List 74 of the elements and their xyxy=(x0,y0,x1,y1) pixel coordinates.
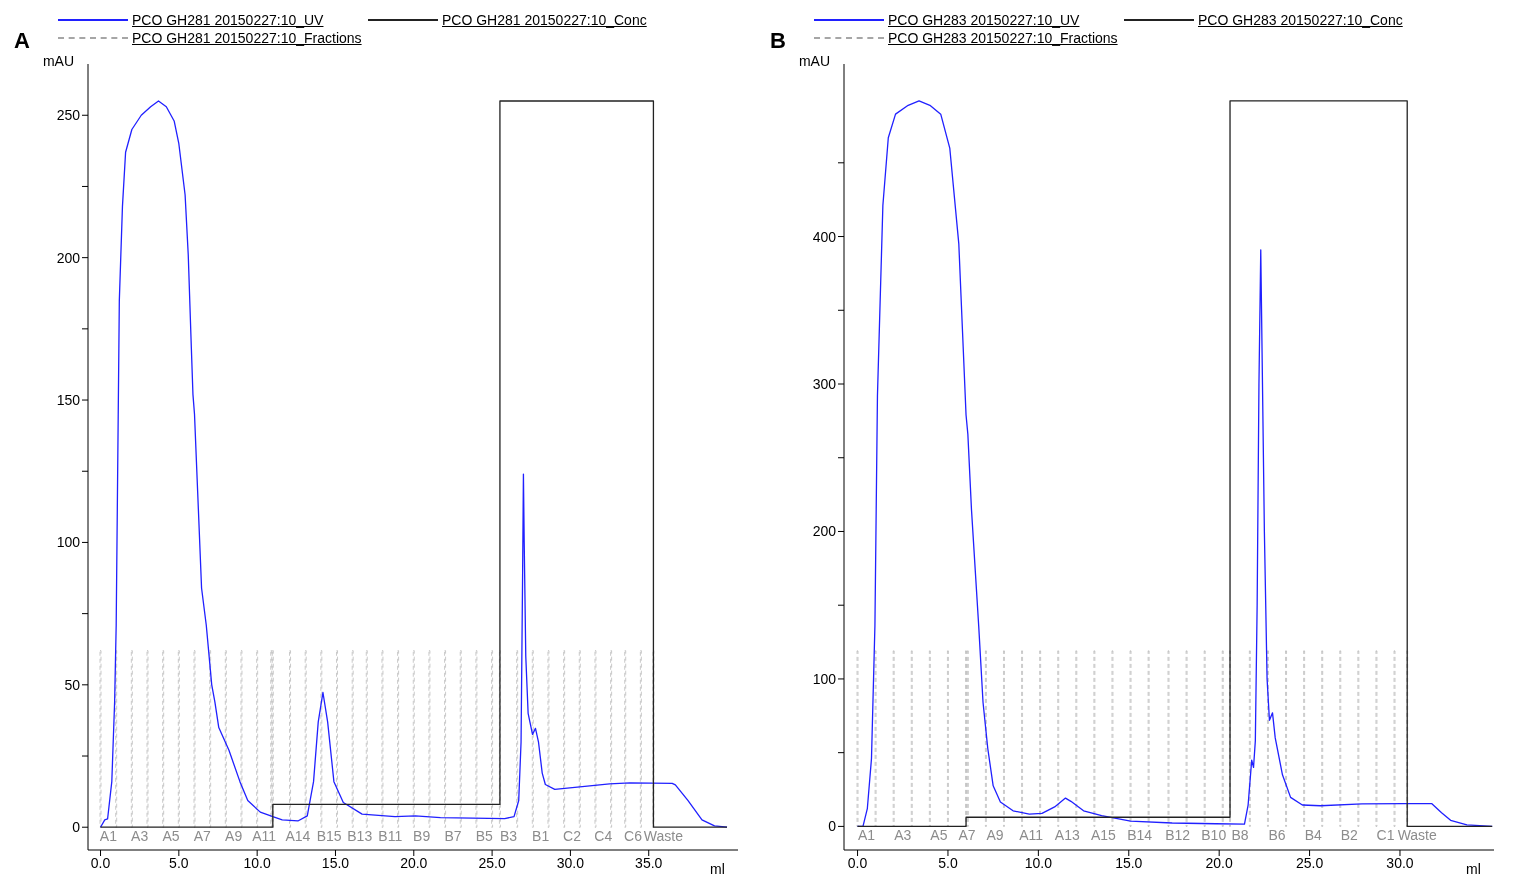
x-tick-label: 5.0 xyxy=(169,854,189,871)
x-tick-label: 10.0 xyxy=(1024,854,1053,871)
data-label: B9 xyxy=(413,828,431,845)
x-tick-label: 20.0 xyxy=(1205,854,1234,871)
data-label: B3 xyxy=(499,828,518,845)
x-tick-label: 0.0 xyxy=(847,854,868,871)
data-label: C1 xyxy=(1376,827,1395,844)
data-label: A1 xyxy=(858,827,876,844)
x-tick-label: 15.0 xyxy=(1115,854,1143,871)
data-label: A15 xyxy=(1091,827,1117,844)
x-axis-title: ml xyxy=(710,861,725,877)
data-label: B6 xyxy=(1268,827,1286,844)
legend-label: PCO GH281 20150227:10_Fractions xyxy=(132,30,362,46)
x-tick-label: 0.0 xyxy=(90,854,111,871)
x-tick-label: 30.0 xyxy=(556,854,585,871)
data-label: A11 xyxy=(1019,827,1044,844)
data-label: A13 xyxy=(1054,827,1080,844)
data-label: B1 xyxy=(532,828,550,845)
y-tick-label: 150 xyxy=(56,392,81,409)
x-tick-label: 25.0 xyxy=(1295,854,1324,871)
data-label: A1 xyxy=(99,828,118,845)
y-tick-label: 50 xyxy=(64,676,81,693)
data-label: A3 xyxy=(894,827,912,844)
legend-label: PCO GH281 20150227:10_Conc xyxy=(442,12,647,28)
y-tick-label: 200 xyxy=(812,523,837,540)
x-tick-label: 25.0 xyxy=(478,854,506,871)
data-label: A5 xyxy=(162,828,180,845)
x-tick-label: 5.0 xyxy=(938,854,958,871)
data-label: B13 xyxy=(347,828,373,845)
data-label: C4 xyxy=(594,828,613,845)
data-label: B5 xyxy=(475,828,494,845)
data-label: B8 xyxy=(1231,827,1249,844)
data-label: A3 xyxy=(131,828,149,845)
data-label: B12 xyxy=(1165,827,1191,844)
x-tick-label: 20.0 xyxy=(400,854,428,871)
data-label: B10 xyxy=(1201,827,1227,844)
data-label: B4 xyxy=(1304,827,1322,844)
data-label: B11 xyxy=(378,828,403,845)
data-label: A11 xyxy=(252,828,277,845)
data-label: A7 xyxy=(958,827,976,844)
y-axis-title: mAU xyxy=(42,53,74,69)
data-label: A14 xyxy=(285,828,311,845)
legend-label: PCO GH283 20150227:10_UV xyxy=(888,12,1080,28)
x-tick-label: 10.0 xyxy=(243,854,271,871)
data-label: C6 xyxy=(624,828,643,845)
data-label: B15 xyxy=(316,828,342,845)
y-tick-label: 400 xyxy=(812,228,837,245)
data-label: A7 xyxy=(193,828,212,845)
y-tick-label: 0 xyxy=(72,819,81,836)
y-tick-label: 300 xyxy=(812,375,837,392)
data-label: C2 xyxy=(563,828,582,845)
y-tick-label: 250 xyxy=(56,107,81,124)
y-tick-label: 100 xyxy=(812,670,837,687)
chart-title: B xyxy=(770,28,786,54)
legend-label: PCO GH283 20150227:10_Fractions xyxy=(888,30,1118,46)
data-label: B14 xyxy=(1127,827,1153,844)
legend-label: PCO GH281 20150227:10_UV xyxy=(132,12,324,28)
data-label: A5 xyxy=(930,827,948,844)
data-label: B7 xyxy=(444,828,462,845)
y-axis-title: mAU xyxy=(798,53,830,69)
y-tick-label: 0 xyxy=(828,818,837,835)
data-label: A9 xyxy=(986,827,1004,844)
data-label: B2 xyxy=(1340,827,1359,844)
legend-label: PCO GH283 20150227:10_Conc xyxy=(1198,12,1403,28)
x-tick-label: 30.0 xyxy=(1386,854,1414,871)
data-label: Waste xyxy=(643,828,684,845)
x-tick-label: 35.0 xyxy=(635,854,663,871)
x-axis-title: ml xyxy=(1466,861,1481,877)
x-tick-label: 15.0 xyxy=(321,854,350,871)
y-tick-label: 100 xyxy=(56,534,81,551)
data-label: Waste xyxy=(1397,827,1437,844)
y-tick-label: 200 xyxy=(56,249,81,266)
chart-title: A xyxy=(14,28,30,54)
data-label: A9 xyxy=(225,828,243,845)
